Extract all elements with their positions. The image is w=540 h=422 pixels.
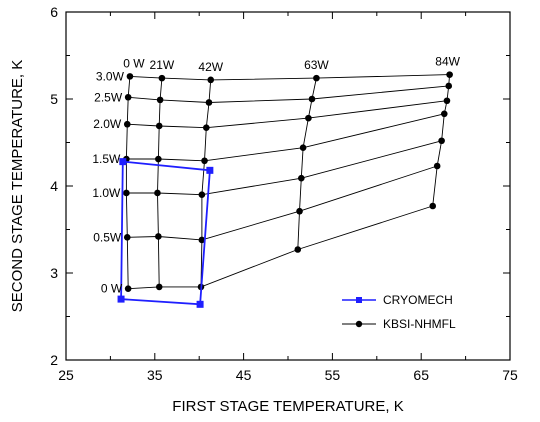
- second-stage-load-label: 2.0W: [93, 117, 122, 131]
- y-tick-label: 6: [50, 4, 58, 20]
- kbsi-point: [203, 124, 210, 132]
- cryomech-point: [119, 158, 127, 166]
- kbsi-point: [205, 99, 213, 106]
- kbsi-point: [305, 114, 312, 122]
- kbsi-row-line: [128, 85, 449, 103]
- first-stage-load-label: 42W: [198, 60, 223, 74]
- kbsi-point: [433, 162, 441, 170]
- kbsi-point: [440, 110, 448, 118]
- kbsi-row-line: [129, 74, 450, 81]
- legend-marker-kbsi: [355, 320, 363, 328]
- series-marks: [117, 71, 453, 308]
- kbsi-point: [443, 97, 451, 105]
- kbsi-point: [158, 74, 166, 82]
- legend: CRYOMECH KBSI-NHMFL: [342, 293, 456, 331]
- kbsi-point: [313, 74, 320, 82]
- x-tick-label: 55: [325, 367, 341, 383]
- y-tick-label: 4: [50, 178, 58, 194]
- annotations: 3.0W 2.5W 2.0W 1.5W 1.0W 0.5W 0 W 0 W 21W 42W 63W 8…: [92, 55, 460, 296]
- kbsi-point: [124, 285, 132, 292]
- cryomech-point: [117, 295, 125, 303]
- kbsi-point: [124, 93, 132, 101]
- kbsi-column-line: [125, 76, 131, 289]
- kbsi-point: [429, 202, 437, 210]
- kbsi-point: [155, 283, 163, 291]
- kbsi-row-line: [126, 113, 445, 162]
- kbsi-point: [201, 157, 208, 165]
- kbsi-point: [294, 246, 302, 253]
- kbsi-point: [308, 95, 316, 103]
- second-stage-load-label: 0 W: [101, 282, 123, 296]
- kbsi-point: [296, 207, 303, 215]
- kbsi-column-line: [297, 78, 317, 250]
- second-stage-load-label: 0.5W: [93, 230, 122, 244]
- kbsi-point: [438, 137, 445, 145]
- kbsi-point: [123, 189, 130, 197]
- y-tick-label: 2: [50, 352, 58, 368]
- kbsi-row-line: [128, 205, 433, 290]
- y-tick-label: 3: [50, 265, 58, 281]
- kbsi-point: [154, 189, 161, 197]
- y-tick-label: 5: [50, 91, 58, 107]
- kbsi-point: [123, 120, 131, 128]
- kbsi-point: [299, 144, 307, 152]
- kbsi-point: [155, 233, 162, 240]
- x-tick-label: 45: [236, 367, 252, 383]
- first-stage-load-label: 21W: [150, 58, 175, 72]
- kbsi-point: [207, 76, 215, 84]
- cryomech-line: [120, 160, 211, 306]
- x-tick-label: 75: [502, 367, 518, 383]
- first-stage-load-label: 0 W: [123, 56, 145, 70]
- second-stage-load-label: 2.5W: [94, 90, 123, 104]
- kbsi-point: [445, 82, 453, 90]
- x-tick-label: 35: [147, 367, 163, 383]
- y-axis-title: SECOND STAGE TEMPERATURE, K: [9, 60, 26, 313]
- cryomech-point: [196, 300, 204, 308]
- kbsi-point: [156, 96, 164, 104]
- kbsi-point: [198, 236, 206, 244]
- cryomech-point: [206, 166, 214, 174]
- kbsi-column-line: [157, 78, 163, 287]
- second-stage-load-label: 1.5W: [92, 152, 121, 166]
- kbsi-row-line: [127, 100, 448, 129]
- first-stage-load-label: 63W: [304, 58, 329, 72]
- kbsi-point: [155, 122, 163, 130]
- legend-label-kbsi: KBSI-NHMFL: [383, 317, 456, 331]
- kbsi-point: [126, 73, 134, 80]
- kbsi-point: [123, 234, 131, 241]
- kbsi-row-line: [126, 140, 442, 196]
- kbsi-point: [298, 174, 305, 182]
- legend-label-cryomech: CRYOMECH: [383, 293, 453, 307]
- second-stage-load-label: 1.0W: [92, 186, 121, 200]
- x-axis-title: FIRST STAGE TEMPERATURE, K: [172, 398, 403, 415]
- first-stage-load-label: 84W: [435, 55, 460, 69]
- x-tick-label: 65: [413, 367, 429, 383]
- second-stage-load-label: 3.0W: [96, 69, 125, 83]
- kbsi-point: [155, 155, 162, 163]
- kbsi-row-line: [127, 165, 438, 241]
- legend-marker-cryomech: [356, 297, 362, 303]
- x-tick-label: 25: [58, 367, 74, 383]
- kbsi-point: [446, 71, 453, 78]
- kbsi-point: [198, 191, 206, 198]
